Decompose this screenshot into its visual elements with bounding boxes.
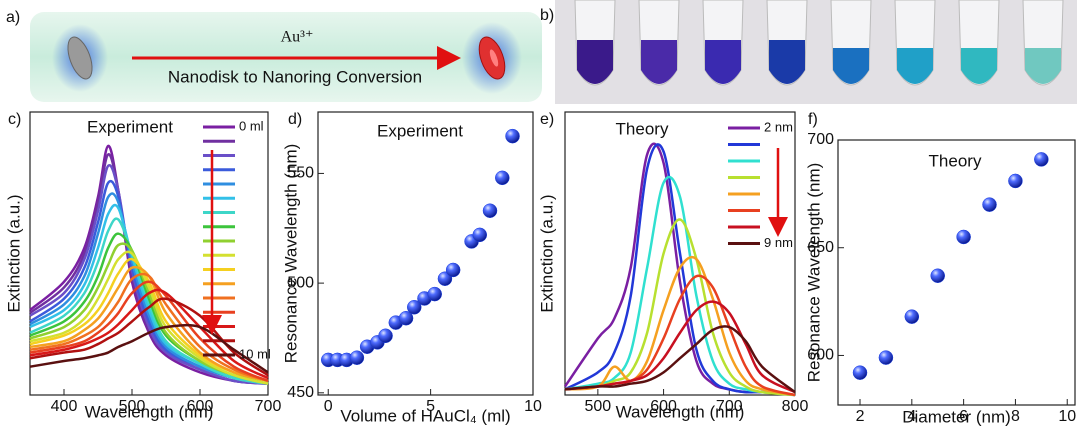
x-tick-label: 10 [1058,408,1076,425]
spectrum-line [564,255,796,397]
spectrum-line [29,265,269,383]
plot-frame [564,111,796,396]
spectrum-line [29,217,269,385]
legend-label: 9 nm [764,235,793,250]
x-tick-label: 500 [585,398,612,415]
x-axis-label: Diameter (nm) [902,407,1011,426]
spectrum-line [564,300,796,394]
data-point [495,170,510,186]
y-tick-label: 700 [807,131,834,148]
tube-liquid [705,40,741,84]
tube-liquid [897,48,933,84]
y-tick-label: 450 [287,384,314,401]
spectrum-line [29,242,269,385]
x-tick-label: 8 [1011,408,1020,425]
data-point [956,229,971,245]
tube-liquid [1025,48,1061,84]
data-point [852,365,868,380]
data-point [427,286,442,302]
x-tick-label: 700 [716,398,743,415]
panel-label: a) [6,9,20,26]
y-axis-label: Extinction (a.u.) [537,194,556,312]
spectrum-line [564,175,796,397]
chart-title: Theory [929,151,982,170]
data-point [505,128,520,144]
data-point [878,350,894,365]
y-tick-label: 500 [287,274,314,291]
ion-label: Au³⁺ [281,29,314,46]
data-point [904,309,920,324]
x-axis-label: Wavelength (nm) [85,402,214,421]
y-tick-label: 600 [807,347,834,364]
panel-label: f) [808,111,818,128]
spectrum-line [29,257,269,383]
tube-liquid [833,48,869,84]
plot-frame [29,111,269,396]
x-tick-label: 10 [524,398,542,415]
x-tick-label: 700 [255,398,282,415]
ring-hole [489,49,499,67]
data-point [398,310,414,326]
panel-label: b) [540,7,554,24]
panel-label: e) [540,111,554,128]
plot-frame [837,139,1076,406]
data-point [1034,152,1049,167]
spectrum-line [564,325,796,394]
plot-frame [317,111,534,396]
x-tick-label: 0 [324,398,333,415]
nanodisk [67,36,93,80]
legend-label: 2 nm [764,119,793,134]
panel-label: c) [8,111,21,128]
x-tick-label: 600 [650,398,677,415]
x-axis-label: Volume of HAuCl₄ (ml) [340,406,510,425]
data-point [482,203,498,218]
y-tick-label: 650 [807,239,834,256]
x-tick-label: 800 [782,398,809,415]
data-point [406,299,422,315]
y-axis-label: Resonance Wavelength (nm) [804,163,823,383]
x-tick-label: 5 [426,398,435,415]
spectrum-line [29,272,269,383]
panel-label: d) [288,111,302,128]
chart-title: Experiment [377,121,463,140]
legend-label: 0 ml [239,118,264,133]
x-tick-label: 500 [119,398,146,415]
chart-title: Theory [616,119,669,138]
x-tick-label: 2 [856,408,865,425]
data-point [930,268,945,283]
x-tick-label: 400 [51,398,78,415]
y-tick-label: 550 [287,165,314,182]
caption: Nanodisk to Nanoring Conversion [168,67,422,86]
data-point [1008,173,1023,189]
y-axis-label: Resonance Wavelength (nm) [281,144,300,364]
chart-title: Experiment [87,117,173,136]
legend-label: 10 ml [239,346,271,361]
tube-liquid [769,40,805,84]
data-point [982,197,997,212]
x-tick-label: 600 [187,398,214,415]
data-point [349,350,365,365]
spectrum-line [29,280,269,383]
spectrum-line [564,218,796,397]
x-tick-label: 4 [907,408,916,425]
spectrum-line [564,143,796,397]
data-point [472,227,488,243]
tube-photo [555,0,1077,104]
x-axis-label: Wavelength (nm) [616,402,745,421]
data-point [445,262,461,278]
tube-liquid [641,40,677,84]
data-point [378,328,393,344]
x-tick-label: 6 [959,408,968,425]
spectrum-line [29,250,269,385]
y-axis-label: Extinction (a.u.) [4,194,23,312]
tube-liquid [961,48,997,84]
tube-liquid [577,40,613,84]
